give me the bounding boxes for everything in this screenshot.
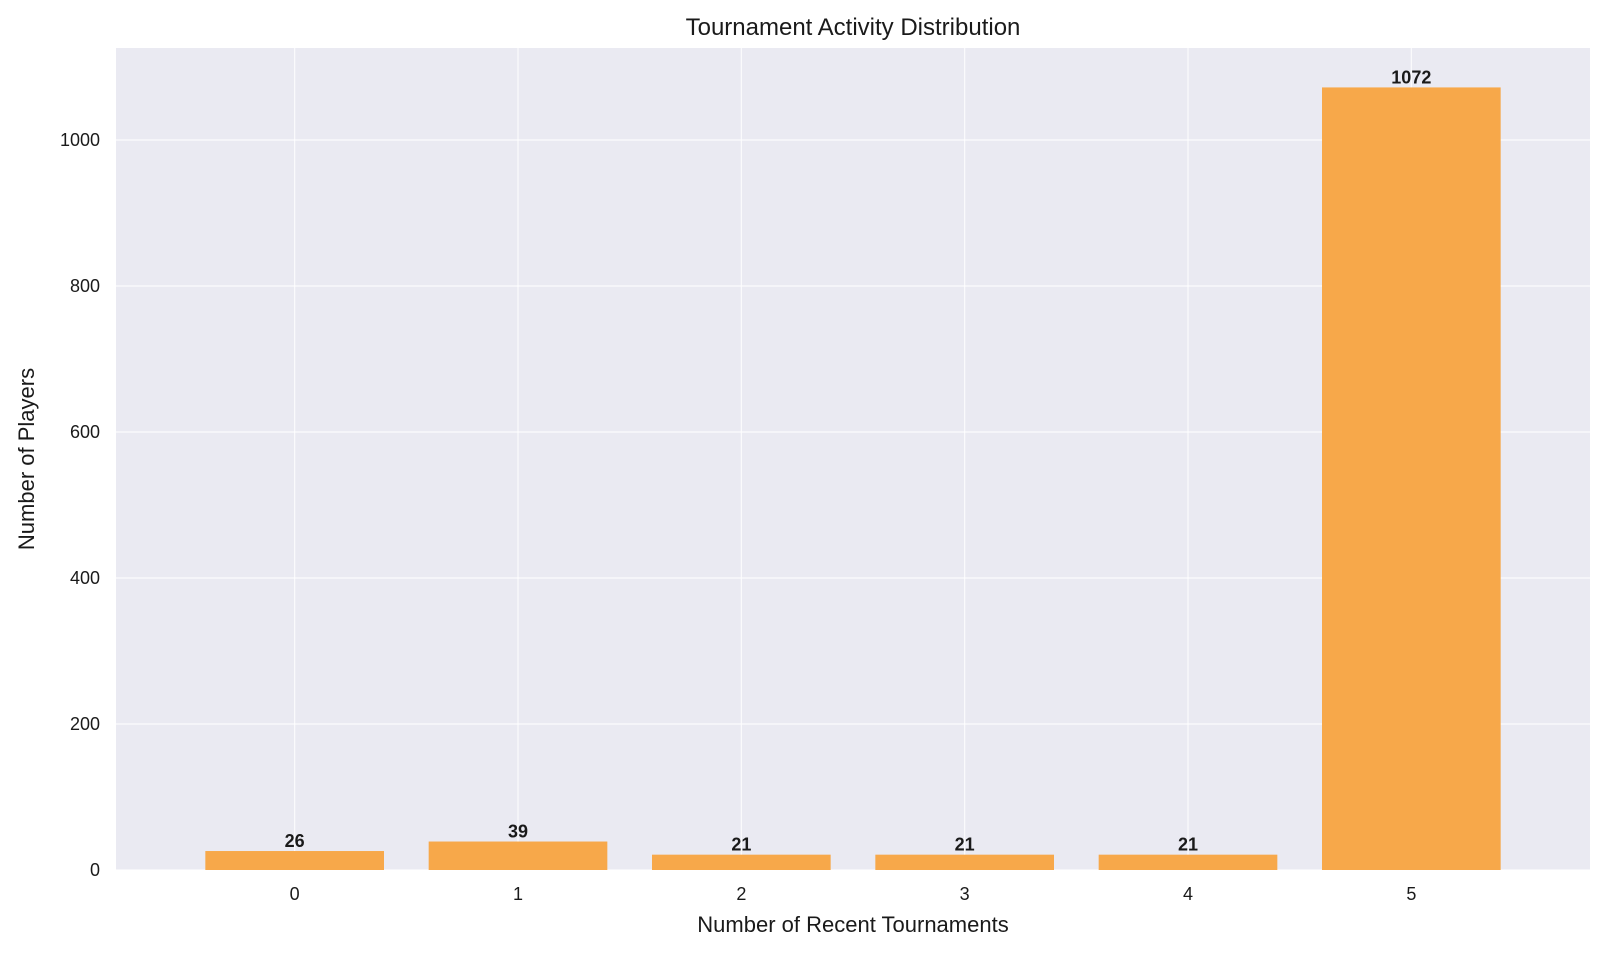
y-tick-label: 600	[70, 422, 100, 442]
bar-value-label: 21	[1178, 835, 1198, 855]
y-tick-label: 800	[70, 276, 100, 296]
y-tick-label: 1000	[60, 130, 100, 150]
bar	[205, 851, 384, 870]
y-tick-labels: 0 200 400 600 800 1000	[60, 130, 100, 880]
grid-layer	[116, 48, 1590, 871]
x-tick-label: 3	[960, 884, 970, 904]
x-axis-label: Number of Recent Tournaments	[697, 912, 1008, 937]
x-tick-label: 4	[1183, 884, 1193, 904]
x-tick-label: 5	[1406, 884, 1416, 904]
y-tick-label: 200	[70, 714, 100, 734]
x-tick-label: 2	[736, 884, 746, 904]
bar-value-label: 21	[731, 835, 751, 855]
y-tick-label: 400	[70, 568, 100, 588]
bar	[1322, 87, 1501, 870]
bars-layer	[205, 87, 1501, 870]
bar-value-label: 1072	[1391, 67, 1431, 87]
y-axis-label: Number of Players	[14, 368, 39, 550]
data-labels-layer: 26 39 21 21 21 1072	[285, 67, 1432, 854]
x-tick-label: 1	[513, 884, 523, 904]
bar-value-label: 26	[285, 831, 305, 851]
x-tick-labels: 0 1 2 3 4 5	[290, 884, 1417, 904]
x-tick-label: 0	[290, 884, 300, 904]
bar	[652, 854, 831, 870]
bar-value-label: 21	[955, 835, 975, 855]
bar	[428, 841, 608, 870]
bar	[1098, 854, 1278, 870]
bar	[875, 854, 1054, 870]
chart-title: Tournament Activity Distribution	[686, 14, 1021, 41]
bar-value-label: 39	[508, 822, 528, 842]
y-tick-label: 0	[90, 860, 100, 880]
